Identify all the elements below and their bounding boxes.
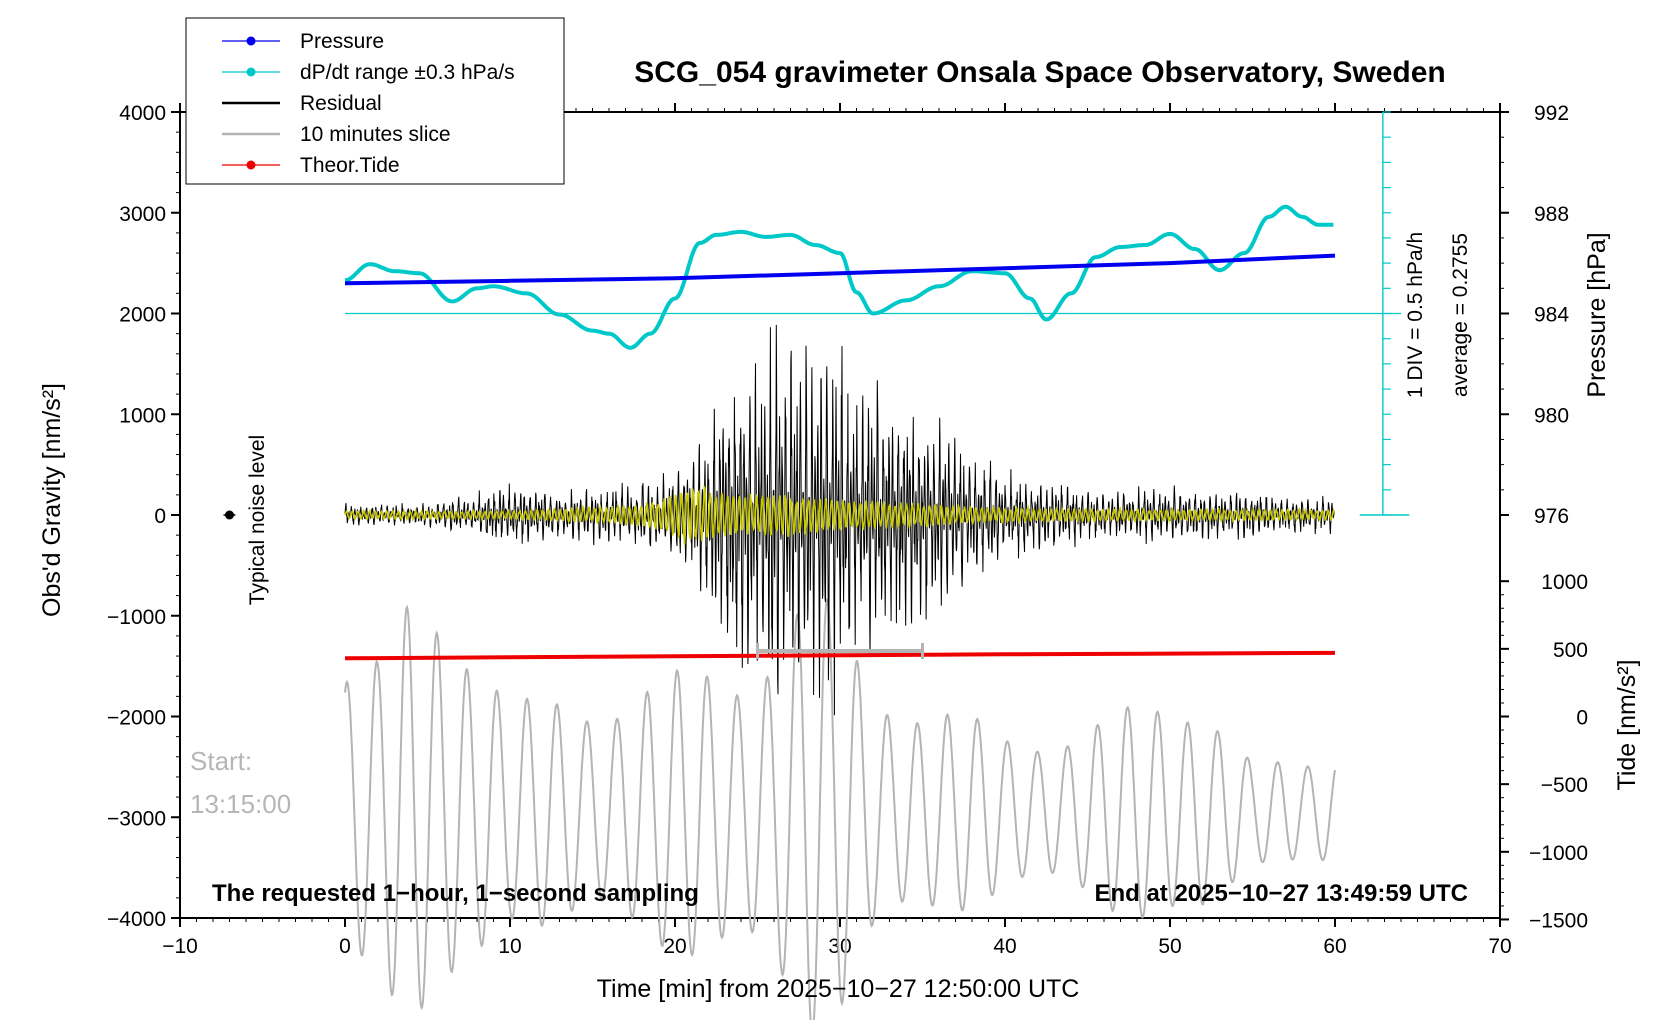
y-left-tick-label: −1000 [107,606,166,629]
filtered-residual-series-line [344,484,1336,545]
annotations-group [223,111,1410,660]
noise-level-dot [225,510,234,520]
x-tick-label: 10 [498,935,521,958]
pressure-tick-label: 976 [1534,505,1569,528]
x-tick-label: 60 [1323,935,1346,958]
pressure-tick-label: 988 [1534,203,1569,226]
legend-marker-4 [246,160,256,170]
y-left-tick-label: 3000 [119,203,166,226]
legend-label: 10 minutes slice [300,123,451,146]
x-tick-label: 0 [339,935,351,958]
tide-tick-label: −1000 [1529,842,1588,865]
scale-bar-label: 1 DIV = 0.5 hPa/h [1404,232,1427,398]
legend: Pressure dP/dt range ±0.3 hPa/s Residual 10… [185,17,565,185]
tide-tick-label: 1000 [1541,571,1588,594]
end-time-note: End at 2025−10−27 13:49:59 UTC [1094,880,1468,907]
y-axis-tide-label: Tide [nm/s²] [1613,659,1641,790]
x-tick-label: 40 [993,935,1016,958]
tide-tick-label: −500 [1541,774,1588,797]
y-axis-left-label: Obs'd Gravity [nm/s²] [38,383,66,617]
x-tick-label: 30 [828,935,851,958]
y-left-tick-label: −3000 [107,807,166,830]
pressure-series-line [344,253,1336,286]
noise-level-label: Typical noise level [246,435,269,605]
average-label: average = 0.2755 [1449,233,1472,397]
y-left-tick-label: 4000 [119,102,166,125]
y-left-tick-label: 1000 [119,404,166,427]
series-group [344,204,1336,1020]
chart-title: SCG_054 gravimeter Onsala Space Observat… [634,56,1446,89]
legend-label: dP/dt range ±0.3 hPa/s [300,61,515,84]
axis-ticks: −10 0 10 20 30 40 50 60 70 4000 3000 2000 1000 0 −1000… [107,102,1588,958]
y-left-tick-label: −2000 [107,707,166,730]
requested-sampling-note: The requested 1−hour, 1−second sampling [212,880,699,907]
tide-tick-label: −1500 [1529,909,1588,932]
y-left-tick-label: −4000 [107,908,166,931]
x-tick-label: 70 [1488,935,1511,958]
x-tick-label: 20 [663,935,686,958]
legend-marker-1 [246,67,256,77]
tide-tick-label: 500 [1553,639,1588,662]
legend-box [185,17,565,185]
pressure-tick-label: 992 [1534,102,1569,125]
start-label: Start: [190,746,252,776]
y-axis-pressure-label: Pressure [hPa] [1583,232,1611,397]
x-tick-label: 50 [1158,935,1181,958]
x-tick-label: −10 [162,935,198,958]
legend-marker-0 [246,36,256,46]
legend-label: Residual [300,92,382,115]
tide-tick-label: 0 [1576,707,1588,730]
start-time: 13:15:00 [190,789,291,819]
legend-label: Theor.Tide [300,154,400,177]
tide-series-line [344,650,1336,661]
slice-series-line [344,598,1336,1020]
pressure-tick-label: 980 [1534,404,1569,427]
y-left-tick-label: 2000 [119,304,166,327]
pressure-tick-label: 984 [1534,304,1569,327]
legend-label: Pressure [300,30,384,53]
y-left-tick-label: 0 [154,505,166,528]
x-axis-label: Time [min] from 2025−10−27 12:50:00 UTC [597,975,1080,1003]
dpdt-series-line [344,204,1334,350]
